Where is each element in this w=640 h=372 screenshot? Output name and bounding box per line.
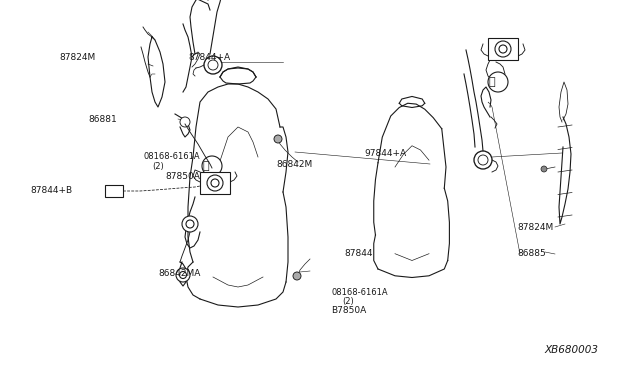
Bar	[200, 172, 230, 194]
Text: 87850A: 87850A	[165, 172, 200, 181]
Text: XB680003: XB680003	[544, 345, 598, 355]
Circle shape	[274, 135, 282, 143]
Circle shape	[478, 155, 488, 165]
Text: 87844+B: 87844+B	[31, 186, 73, 195]
Circle shape	[204, 56, 222, 74]
Text: Ⓢ: Ⓢ	[489, 77, 495, 87]
Circle shape	[488, 72, 508, 92]
Circle shape	[186, 220, 194, 228]
Text: 08168-6161A: 08168-6161A	[332, 288, 388, 296]
Circle shape	[541, 166, 547, 172]
Text: 87824M: 87824M	[60, 53, 96, 62]
Text: 86881: 86881	[88, 115, 117, 124]
Bar	[488, 38, 518, 60]
Circle shape	[495, 41, 511, 57]
Bar	[105, 185, 123, 197]
Circle shape	[179, 272, 186, 279]
Text: (2): (2)	[152, 162, 164, 171]
Text: 87844+A: 87844+A	[189, 53, 231, 62]
Circle shape	[293, 272, 301, 280]
Text: 87844: 87844	[344, 249, 373, 258]
Text: 86842M: 86842M	[276, 160, 313, 169]
Circle shape	[182, 216, 198, 232]
Text: 86885: 86885	[517, 249, 546, 258]
Circle shape	[207, 175, 223, 191]
Text: 86842MA: 86842MA	[159, 269, 201, 278]
Text: (2): (2)	[342, 297, 354, 306]
Circle shape	[474, 151, 492, 169]
Circle shape	[499, 45, 507, 53]
Text: 08168-6161A: 08168-6161A	[144, 153, 200, 161]
Text: 97844+A: 97844+A	[365, 149, 407, 158]
Circle shape	[176, 268, 190, 282]
Text: 87824M: 87824M	[517, 223, 554, 232]
Circle shape	[211, 179, 219, 187]
Circle shape	[208, 60, 218, 70]
Circle shape	[202, 156, 222, 176]
Text: B7850A: B7850A	[332, 306, 367, 315]
Circle shape	[180, 117, 190, 127]
Text: Ⓢ: Ⓢ	[203, 161, 209, 171]
